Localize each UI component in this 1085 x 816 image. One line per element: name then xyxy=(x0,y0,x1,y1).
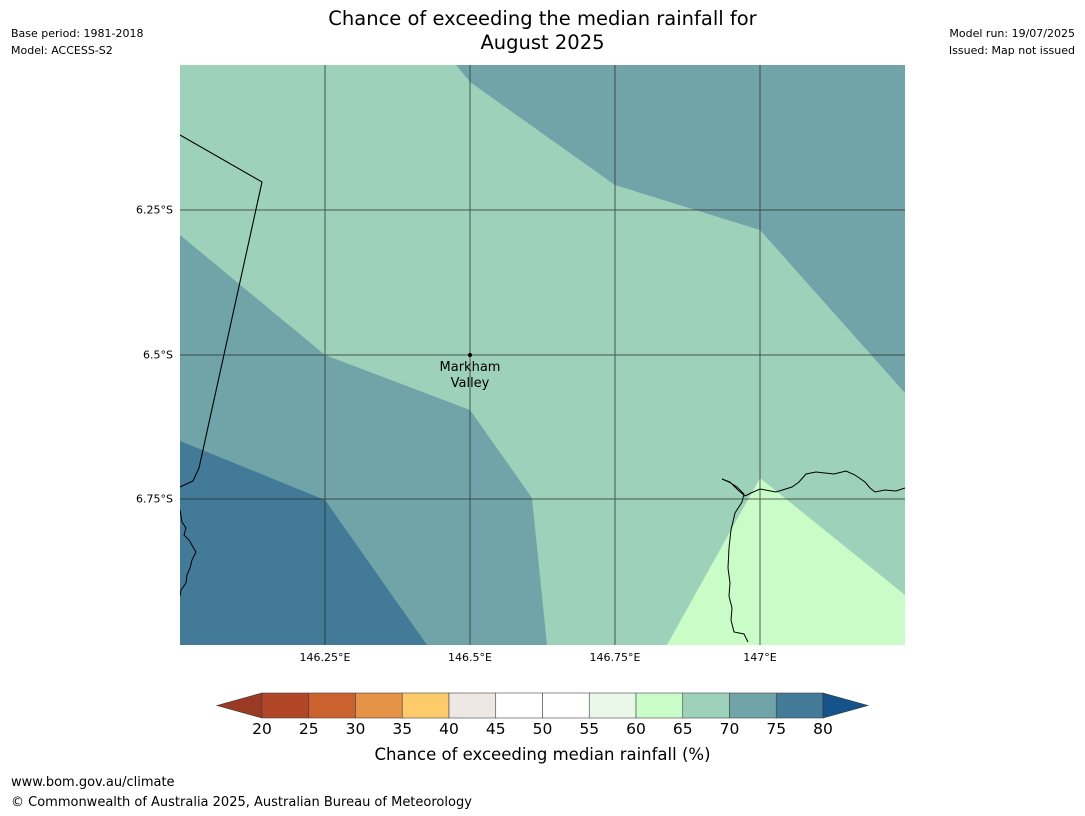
band-75-80-southwest xyxy=(180,441,427,645)
colorbar-segment xyxy=(261,692,310,719)
colorbar-tick-label: 75 xyxy=(766,720,787,738)
colorbar-tick-label: 30 xyxy=(345,720,366,738)
colorbar-tick-label: 35 xyxy=(392,720,413,738)
model-run-text: Model run: 19/07/2025 xyxy=(949,27,1075,40)
coastline-west xyxy=(180,509,197,597)
lon-tick-146-25: 146.25°E xyxy=(299,651,351,664)
colorbar-segment xyxy=(588,692,637,719)
place-name-line-2: Valley xyxy=(450,376,490,391)
colorbar-segment xyxy=(775,692,824,719)
model-text: Model: ACCESS-S2 xyxy=(11,44,113,57)
lat-tick-6-5: 6.5°S xyxy=(143,348,173,362)
colorbar-segment xyxy=(308,692,356,719)
place-name-line-1: Markham xyxy=(439,360,501,375)
coastline-east xyxy=(721,470,905,643)
title-line-2: August 2025 xyxy=(480,31,605,54)
colorbar-segment xyxy=(448,692,497,719)
colorbar-tick-label: 65 xyxy=(672,720,693,738)
colorbar-tick-label: 80 xyxy=(813,720,833,738)
border-line xyxy=(180,134,263,488)
footer-url: www.bom.gov.au/climate xyxy=(11,775,175,790)
colorbar-segment xyxy=(729,692,777,719)
map-title: Chance of exceeding the median rainfall … xyxy=(0,7,1085,55)
colorbar-tick-label: 70 xyxy=(719,720,740,738)
colorbar-under-arrow xyxy=(215,692,263,719)
colorbar-segment xyxy=(401,692,450,719)
colorbar-segment xyxy=(542,692,590,719)
lat-tick-6-25: 6.25°S xyxy=(136,203,173,217)
colorbar-segments xyxy=(261,692,824,719)
colorbar-segment xyxy=(355,692,403,719)
colorbar xyxy=(215,692,870,719)
lon-tick-146-75: 146.75°E xyxy=(589,651,641,664)
band-60-65-southeast xyxy=(667,478,905,645)
lon-tick-147: 147°E xyxy=(743,651,777,664)
colorbar-tick-label: 45 xyxy=(485,720,506,738)
metadata-right: Model run: 19/07/2025 Issued: Map not is… xyxy=(949,25,1075,59)
lon-tick-146-5: 146.5°E xyxy=(448,651,492,664)
colorbar-segment xyxy=(682,692,730,719)
colorbar-over-arrow xyxy=(822,692,870,719)
markham-valley-marker xyxy=(468,353,472,357)
colorbar-tick-label: 60 xyxy=(626,720,646,738)
colorbar-segment xyxy=(635,692,684,719)
colorbar-tick-label: 20 xyxy=(252,720,272,738)
metadata-left: Base period: 1981-2018 Model: ACCESS-S2 xyxy=(11,25,143,59)
colorbar-tick-label: 50 xyxy=(532,720,553,738)
colorbar-segment xyxy=(495,692,543,719)
colorbar-label: Chance of exceeding median rainfall (%) xyxy=(374,745,711,764)
issued-text: Issued: Map not issued xyxy=(948,44,1075,57)
colorbar-tick-label: 25 xyxy=(298,720,319,738)
band-70-75-northeast xyxy=(456,65,905,393)
lat-tick-6-75: 6.75°S xyxy=(136,492,173,506)
footer-copyright: © Commonwealth of Australia 2025, Austra… xyxy=(11,795,472,810)
title-line-1: Chance of exceeding the median rainfall … xyxy=(328,7,757,30)
colorbar-tick-label: 55 xyxy=(579,720,600,738)
colorbar-tick-label: 40 xyxy=(439,720,459,738)
place-label-markham-valley: Markham Valley xyxy=(440,360,501,392)
base-period-text: Base period: 1981-2018 xyxy=(11,27,144,40)
